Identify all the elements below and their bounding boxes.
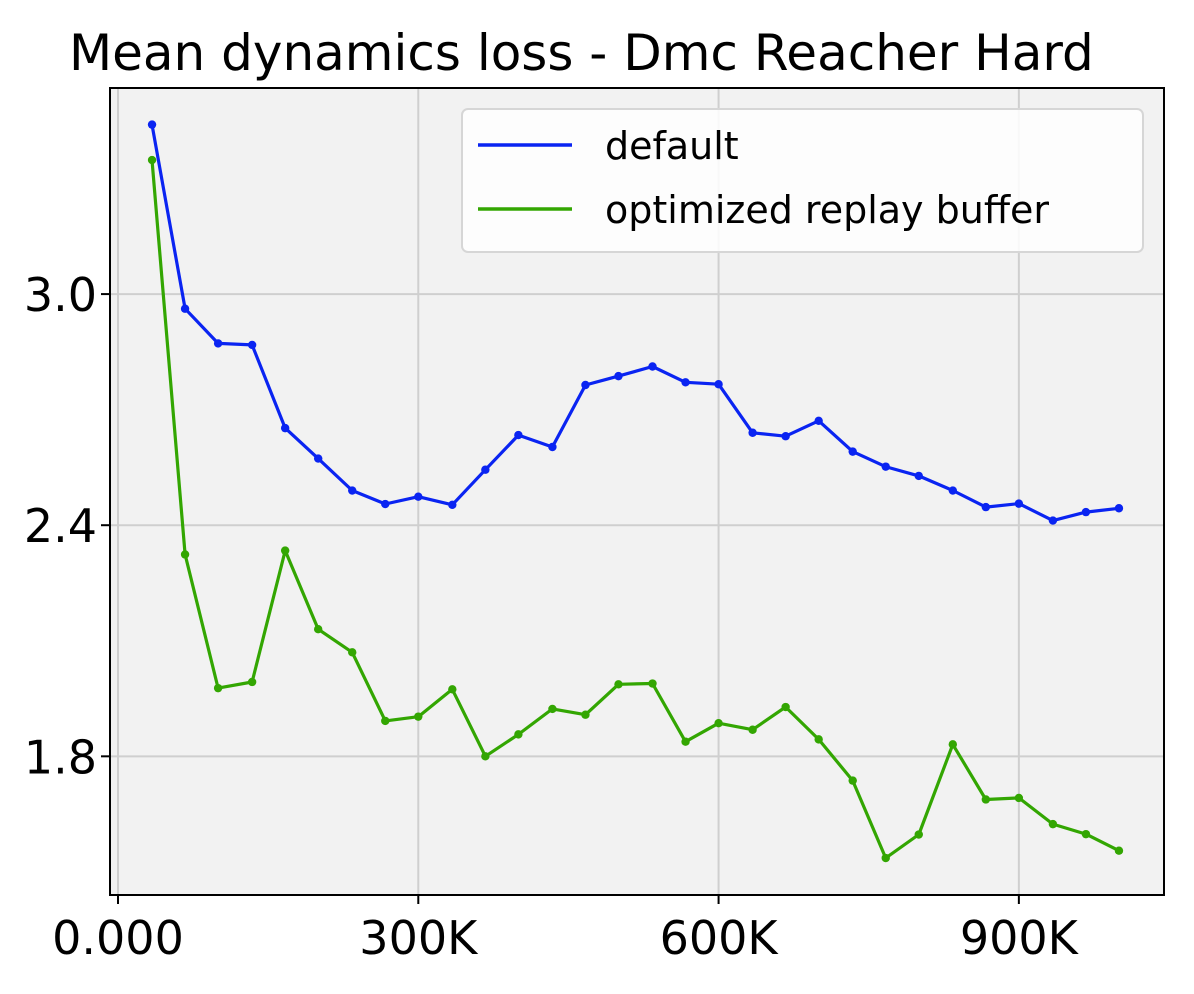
plot-frame <box>109 87 1165 896</box>
legend-label: default <box>605 124 739 168</box>
data-point <box>213 339 223 348</box>
data-point <box>814 735 823 744</box>
data-point <box>948 740 957 749</box>
series-1 <box>147 120 1124 525</box>
data-point <box>414 712 423 721</box>
legend: default optimized replay buffer <box>461 108 1144 253</box>
data-point <box>748 725 757 734</box>
y-tick-label: 1.8 <box>24 730 97 784</box>
x-tick-label: 0.000 <box>52 911 184 965</box>
data-point <box>714 718 723 728</box>
series-layer <box>147 120 1124 863</box>
data-point <box>614 680 623 689</box>
data-point <box>881 462 890 471</box>
data-point <box>948 486 957 495</box>
data-point <box>381 716 390 726</box>
data-point <box>848 447 857 456</box>
data-point <box>1048 516 1058 525</box>
data-point <box>548 442 557 452</box>
data-point <box>313 454 323 463</box>
data-point <box>247 677 257 687</box>
series-line <box>150 124 1120 523</box>
axis-ticks: 0.000 300K 600K 900K 1.8 2.4 3.0 <box>24 268 1080 965</box>
data-point <box>481 465 490 474</box>
data-point <box>781 432 790 441</box>
series-2 <box>147 155 1124 863</box>
data-point <box>213 683 223 693</box>
x-tick-label: 600K <box>660 911 780 965</box>
data-point <box>414 492 423 501</box>
data-point <box>781 702 790 712</box>
data-point <box>881 853 890 863</box>
data-point <box>514 730 523 739</box>
data-point <box>448 500 457 509</box>
data-point <box>147 155 157 165</box>
data-point <box>1048 819 1058 829</box>
data-point <box>348 486 357 495</box>
data-point <box>748 428 757 437</box>
data-point <box>1081 507 1091 517</box>
data-point <box>348 648 357 657</box>
data-point <box>280 546 290 555</box>
x-tick-label: 900K <box>960 911 1080 965</box>
data-point <box>814 416 823 426</box>
data-point <box>381 499 390 509</box>
chart-title: Mean dynamics loss - Dmc Reacher Hard <box>69 24 1094 82</box>
series-line <box>150 159 1120 860</box>
y-tick-label: 3.0 <box>24 268 97 322</box>
data-point <box>147 120 157 129</box>
data-point <box>914 830 923 839</box>
data-point <box>614 371 623 381</box>
data-point <box>648 679 657 688</box>
data-point <box>180 550 190 559</box>
data-point <box>648 362 657 371</box>
data-point <box>581 380 590 390</box>
data-point <box>1081 829 1091 839</box>
data-point <box>1114 846 1124 855</box>
legend-box <box>461 108 1144 253</box>
data-point <box>514 430 523 440</box>
data-point <box>848 776 857 785</box>
data-point <box>448 685 457 694</box>
data-point <box>1014 499 1024 508</box>
data-point <box>581 710 590 719</box>
data-point <box>481 752 490 761</box>
data-point <box>548 704 557 714</box>
data-point <box>714 380 723 389</box>
data-point <box>280 423 290 433</box>
data-point <box>247 340 257 350</box>
data-point <box>313 625 323 634</box>
data-point <box>681 378 690 387</box>
y-tick-label: 2.4 <box>24 499 97 553</box>
x-tick-label: 300K <box>359 911 479 965</box>
data-point <box>981 502 991 512</box>
data-point <box>681 737 690 746</box>
data-point <box>981 795 991 804</box>
data-point <box>180 304 190 313</box>
legend-label: optimized replay buffer <box>605 188 1049 232</box>
data-point <box>1014 793 1024 803</box>
data-point <box>1114 504 1124 513</box>
data-point <box>914 471 923 481</box>
